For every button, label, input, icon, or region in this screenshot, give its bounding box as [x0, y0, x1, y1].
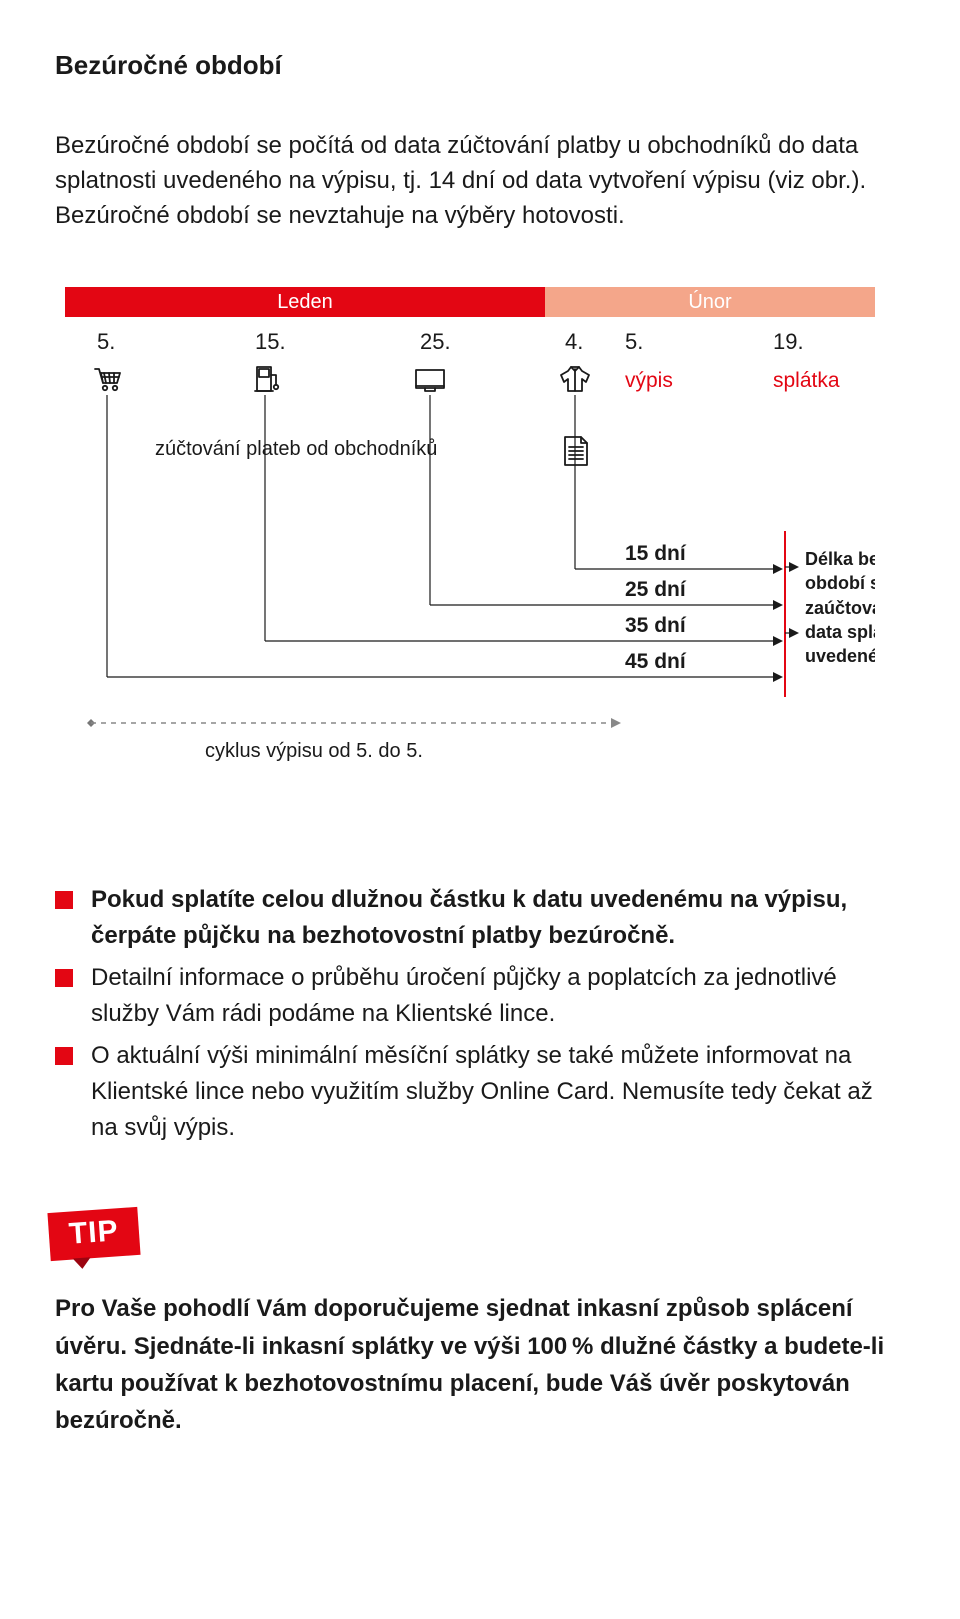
bullet-item: Pokud splatíte celou dlužnou částku k da…	[55, 882, 905, 954]
bullet-text: Pokud splatíte celou dlužnou částku k da…	[91, 882, 905, 954]
bullet-item: O aktuální výši minimální měsíční splátk…	[55, 1038, 905, 1146]
svg-text:25 dní: 25 dní	[625, 578, 687, 601]
svg-text:splátka: splátka	[773, 369, 840, 392]
svg-text:Únor: Únor	[688, 290, 732, 313]
svg-text:5.: 5.	[97, 329, 115, 354]
svg-text:výpis: výpis	[625, 369, 673, 392]
svg-text:25.: 25.	[420, 329, 451, 354]
intro-paragraph: Bezúročné období se počítá od data zúčto…	[55, 129, 905, 233]
tip-section: TIP Pro Vaše pohodlí Vám doporučujeme sj…	[55, 1210, 905, 1439]
svg-text:15.: 15.	[255, 329, 286, 354]
svg-text:35 dní: 35 dní	[625, 614, 687, 637]
interest-free-diagram: Leden Únor 5. 15. 25. 4. 5. 19. výpis splátka zúčt…	[65, 287, 875, 847]
svg-text:19.: 19.	[773, 329, 804, 354]
svg-text:4.: 4.	[565, 329, 583, 354]
bullet-marker	[55, 969, 73, 987]
bullet-marker	[55, 891, 73, 909]
svg-text:Leden: Leden	[277, 291, 333, 313]
svg-text:zúčtování plateb od obchodníků: zúčtování plateb od obchodníků	[155, 438, 437, 460]
svg-text:45 dní: 45 dní	[625, 650, 687, 673]
tip-text: Pro Vaše pohodlí Vám doporučujeme sjedna…	[55, 1290, 905, 1439]
bullet-text: O aktuální výši minimální měsíční splátk…	[91, 1038, 905, 1146]
tip-badge: TIP	[47, 1207, 140, 1261]
bullet-item: Detailní informace o průběhu úročení půj…	[55, 960, 905, 1032]
svg-text:5.: 5.	[625, 329, 643, 354]
tip-badge-tail	[73, 1258, 92, 1270]
section-title: Bezúročné období	[55, 50, 905, 81]
tip-badge-label: TIP	[47, 1207, 140, 1261]
bullet-list: Pokud splatíte celou dlužnou částku k da…	[55, 882, 905, 1146]
bullet-marker	[55, 1047, 73, 1065]
svg-text:cyklus výpisu od 5. do 5.: cyklus výpisu od 5. do 5.	[205, 740, 423, 762]
bullet-text: Detailní informace o průběhu úročení půj…	[91, 960, 905, 1032]
svg-text:15 dní: 15 dní	[625, 542, 687, 565]
